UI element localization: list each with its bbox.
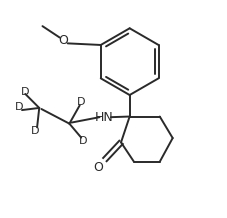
Text: HN: HN (94, 111, 113, 124)
Text: D: D (79, 136, 88, 146)
Text: D: D (15, 102, 23, 112)
Text: D: D (31, 126, 39, 136)
Text: D: D (77, 97, 86, 107)
Text: O: O (58, 34, 68, 47)
Text: O: O (94, 161, 103, 174)
Text: D: D (21, 87, 30, 97)
